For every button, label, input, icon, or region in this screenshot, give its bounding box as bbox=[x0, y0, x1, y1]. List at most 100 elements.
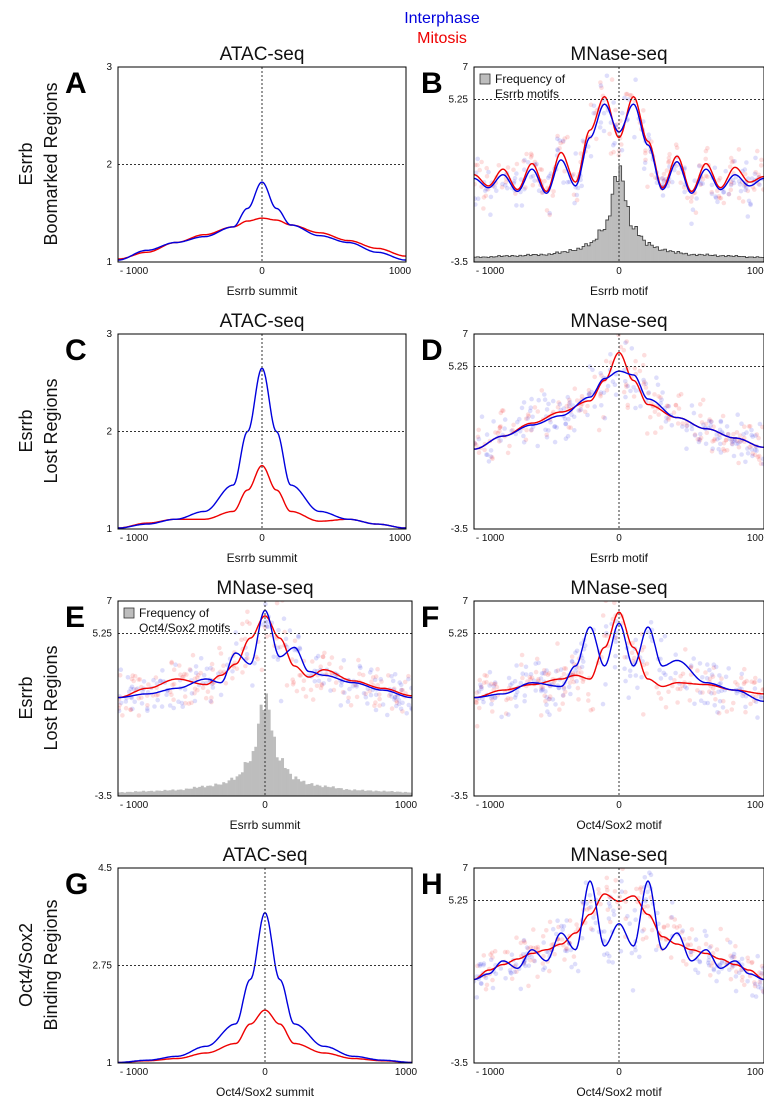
histogram-bar bbox=[214, 783, 218, 796]
scatter-point bbox=[554, 931, 559, 937]
scatter-point bbox=[703, 421, 709, 427]
scatter-point bbox=[729, 965, 735, 970]
scatter-point bbox=[670, 683, 675, 689]
scatter-point bbox=[759, 157, 764, 163]
histogram-bar bbox=[729, 255, 733, 262]
x-tick-label: 1000 bbox=[747, 1067, 764, 1078]
scatter-point bbox=[533, 661, 538, 666]
scatter-point bbox=[648, 400, 654, 405]
scatter-point bbox=[247, 621, 252, 626]
scatter-point bbox=[547, 694, 553, 699]
scatter-point bbox=[370, 675, 376, 680]
scatter-point bbox=[645, 431, 650, 436]
scatter-point bbox=[625, 402, 631, 408]
scatter-point bbox=[736, 970, 742, 976]
scatter-point bbox=[621, 389, 627, 395]
scatter-point bbox=[552, 439, 558, 445]
scatter-point bbox=[707, 689, 712, 694]
scatter-point bbox=[171, 705, 176, 711]
scatter-point bbox=[297, 645, 303, 651]
scatter-point bbox=[474, 700, 479, 706]
scatter-point bbox=[136, 677, 141, 682]
histogram-bar bbox=[595, 239, 599, 262]
scatter-point bbox=[605, 888, 610, 893]
scatter-point bbox=[607, 131, 612, 137]
scatter-point bbox=[365, 701, 370, 706]
scatter-point bbox=[561, 693, 566, 698]
scatter-point bbox=[668, 915, 674, 920]
scatter-point bbox=[584, 907, 590, 912]
histogram-bar bbox=[120, 792, 124, 796]
scatter-point bbox=[705, 700, 710, 706]
scatter-point bbox=[179, 700, 185, 706]
scatter-point bbox=[505, 949, 510, 955]
histogram-bar bbox=[200, 785, 204, 796]
scatter-point bbox=[567, 933, 572, 939]
scatter-point bbox=[587, 364, 593, 369]
scatter-point bbox=[544, 928, 549, 933]
scatter-point bbox=[709, 191, 715, 197]
scatter-point bbox=[187, 667, 193, 672]
scatter-point bbox=[646, 136, 652, 142]
scatter-point bbox=[703, 173, 709, 179]
scatter-point bbox=[622, 655, 627, 660]
scatter-point bbox=[347, 686, 352, 692]
scatter-point bbox=[718, 419, 724, 425]
histogram-bar bbox=[155, 790, 159, 796]
histogram-bar bbox=[650, 245, 654, 262]
scatter-point bbox=[531, 958, 537, 964]
histogram-bar bbox=[390, 791, 394, 796]
scatter-point bbox=[750, 453, 755, 459]
scatter-point bbox=[230, 669, 235, 674]
scatter-point bbox=[728, 182, 734, 188]
histogram-bar bbox=[645, 245, 649, 262]
scatter-point bbox=[389, 694, 394, 699]
scatter-point bbox=[521, 158, 526, 164]
scatter-point bbox=[205, 689, 211, 694]
scatter-point bbox=[145, 708, 150, 713]
scatter-point bbox=[146, 682, 151, 687]
x-tick-label: 1000 bbox=[389, 533, 412, 544]
scatter-point bbox=[696, 945, 702, 951]
scatter-point bbox=[721, 698, 726, 704]
scatter-point bbox=[598, 83, 604, 88]
scatter-point bbox=[573, 151, 578, 156]
y-tick-label: 1 bbox=[106, 524, 112, 535]
scatter-point bbox=[567, 680, 573, 685]
histogram-bar bbox=[256, 723, 260, 796]
y-tick-label: -3.5 bbox=[451, 257, 469, 268]
scatter-point bbox=[503, 182, 508, 188]
scatter-point bbox=[497, 425, 503, 430]
scatter-point bbox=[693, 937, 699, 942]
histogram-bar bbox=[208, 785, 212, 796]
scatter-point bbox=[685, 943, 691, 948]
scatter-point bbox=[718, 450, 724, 455]
scatter-point bbox=[745, 176, 751, 181]
scatter-point bbox=[484, 174, 490, 179]
scatter-point bbox=[757, 421, 763, 427]
scatter-point bbox=[528, 958, 533, 963]
scatter-point bbox=[561, 671, 567, 677]
scatter-point bbox=[729, 179, 734, 185]
scatter-point bbox=[691, 190, 696, 196]
scatter-point bbox=[709, 963, 714, 969]
y-tick-label: 7 bbox=[106, 596, 112, 607]
scatter-point bbox=[571, 679, 577, 685]
scatter-point bbox=[545, 672, 551, 677]
scatter-point bbox=[529, 954, 535, 960]
histogram-bar bbox=[246, 762, 250, 796]
frequency-histogram bbox=[474, 165, 764, 262]
histogram-bar bbox=[742, 256, 746, 262]
scatter-point bbox=[563, 421, 568, 427]
scatter-point bbox=[477, 705, 482, 711]
scatter-point bbox=[314, 683, 320, 689]
histogram-bar bbox=[350, 790, 354, 796]
scatter-point bbox=[736, 178, 742, 184]
scatter-point bbox=[653, 175, 658, 180]
scatter-point bbox=[395, 694, 401, 699]
histogram-bar bbox=[118, 792, 121, 796]
scatter-point bbox=[726, 666, 731, 671]
scatter-point bbox=[638, 404, 643, 409]
